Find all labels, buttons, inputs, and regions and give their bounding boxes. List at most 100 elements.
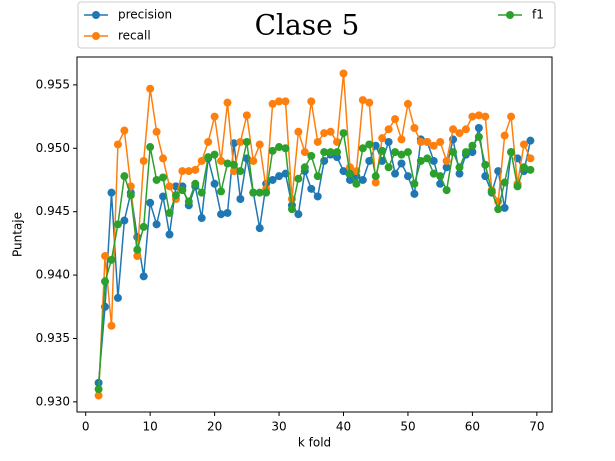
point [178,186,187,195]
point [275,143,284,152]
point [487,187,496,196]
point [365,156,374,165]
point [152,127,161,136]
point [294,174,303,183]
point [165,230,174,239]
point [184,197,193,206]
point [242,137,251,146]
point [526,165,535,174]
point [307,184,316,193]
point [236,137,245,146]
point [429,169,438,178]
point [107,188,116,197]
point [94,391,103,400]
point [455,163,464,172]
plot-frame [76,56,553,413]
point [500,203,509,212]
point [391,148,400,157]
y-tick-label: 0.940 [36,268,70,282]
point [384,125,393,134]
point [242,111,251,120]
point [500,131,509,140]
point [249,188,258,197]
point [442,186,451,195]
legend-label: precision [118,8,172,22]
point [184,167,193,176]
point [474,124,483,132]
point [101,277,110,286]
point [378,146,387,155]
point [249,156,258,165]
x-tick-label: 70 [529,420,544,434]
point [468,112,477,121]
point [275,172,284,181]
x-tick-label: 10 [143,420,158,434]
point [210,112,219,121]
point [126,191,135,200]
point [120,172,129,181]
point [300,163,309,172]
point [133,252,142,261]
point [204,137,213,146]
point [403,148,412,157]
point [513,182,522,191]
point [423,154,432,163]
point [197,188,206,197]
y-axis-label: Puntaje [11,212,25,257]
point [255,188,264,197]
point [352,179,361,188]
point [281,97,290,106]
legend-marker [506,11,514,19]
point [307,97,316,106]
point [320,129,329,138]
point [461,148,470,157]
y-tick-label: 0.955 [36,77,70,91]
point [223,159,232,168]
point [107,321,116,330]
point [171,191,180,200]
point [94,385,103,394]
point [217,187,226,196]
series-line [97,132,531,390]
point [507,112,516,121]
point [449,125,458,134]
point [255,140,264,149]
point [455,169,464,178]
point [500,178,509,187]
legend-marker [92,11,100,19]
point [320,148,329,157]
point [358,144,367,153]
point [384,137,393,146]
point [307,151,316,160]
point [397,135,406,144]
point [107,255,116,264]
point [442,156,451,165]
point [481,160,490,169]
point [294,210,303,219]
point [236,167,245,176]
point [197,214,206,223]
point [262,188,271,197]
x-tick-label: 60 [465,420,480,434]
point [403,172,412,181]
point [416,137,425,146]
point [345,169,354,178]
x-axis-label: k fold [298,436,331,450]
point [371,172,380,181]
point [191,179,200,188]
point [191,165,200,174]
y-tick-label: 0.950 [36,141,70,155]
point [429,156,438,165]
point [146,143,155,152]
point [410,179,419,188]
point [397,159,406,168]
y-tick-label: 0.930 [36,394,70,408]
point [358,175,367,184]
point [113,140,122,149]
point [146,84,155,93]
point [436,137,445,146]
point [461,125,470,134]
point [339,129,348,138]
point [526,136,535,145]
